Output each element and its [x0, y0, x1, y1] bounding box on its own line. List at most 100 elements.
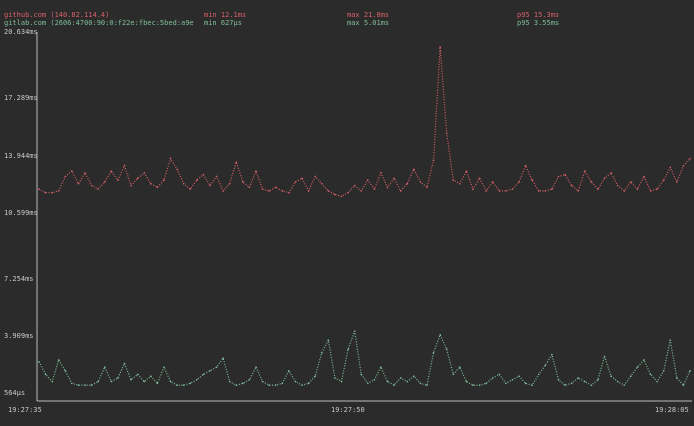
- data-point: [307, 382, 310, 385]
- data-point: [682, 384, 685, 386]
- data-point: [90, 184, 93, 187]
- data-point: [117, 179, 119, 181]
- data-point: [77, 182, 80, 185]
- data-point: [452, 179, 455, 181]
- data-point: [590, 384, 593, 386]
- data-point: [196, 179, 198, 181]
- data-point: [51, 380, 53, 383]
- data-point: [616, 184, 619, 187]
- data-point: [44, 373, 47, 376]
- legend-github: github.com (140.82.114.4) min 12.1ms max…: [4, 11, 694, 19]
- data-point: [610, 375, 612, 377]
- legend-p95: p95 15.3ms: [517, 11, 560, 19]
- data-point: [399, 377, 402, 379]
- data-point: [169, 380, 172, 383]
- data-point: [432, 351, 435, 354]
- data-point: [340, 195, 343, 198]
- data-point: [643, 359, 645, 361]
- data-point: [169, 157, 172, 160]
- data-point: [261, 188, 264, 190]
- data-point: [419, 181, 422, 183]
- data-point: [393, 177, 395, 180]
- data-point: [334, 377, 336, 379]
- data-point: [603, 355, 606, 358]
- data-point: [472, 188, 474, 190]
- data-point: [577, 377, 580, 379]
- data-point: [616, 380, 619, 383]
- data-point: [478, 177, 481, 180]
- data-point: [399, 190, 402, 192]
- data-point: [64, 175, 67, 178]
- data-point: [656, 380, 658, 383]
- x-tick-label: 19:28:05: [655, 406, 689, 414]
- data-point: [38, 360, 40, 363]
- data-point: [255, 170, 257, 172]
- legend-host: gitlab.com (2606:4700:90:0:f22e:fbec:5be…: [4, 19, 194, 27]
- data-point: [334, 193, 336, 196]
- data-point: [314, 175, 316, 178]
- data-point: [531, 384, 533, 386]
- data-point: [511, 188, 514, 190]
- y-tick-label: 7.254ms: [4, 275, 34, 283]
- legend-p95: p95 3.55ms: [517, 19, 560, 27]
- data-point: [71, 170, 73, 172]
- data-point: [676, 181, 678, 183]
- data-point: [366, 179, 369, 181]
- data-point: [84, 172, 86, 174]
- data-point: [570, 184, 573, 187]
- data-point: [242, 181, 244, 183]
- data-point: [610, 172, 612, 174]
- data-point: [90, 384, 93, 386]
- data-point: [511, 378, 514, 381]
- data-point: [531, 179, 533, 181]
- data-point: [110, 380, 113, 383]
- data-point: [406, 380, 409, 383]
- data-point: [274, 384, 277, 386]
- data-point: [242, 382, 244, 385]
- data-point: [281, 190, 284, 192]
- data-point: [209, 184, 211, 187]
- data-point: [314, 375, 316, 377]
- data-point: [472, 384, 474, 386]
- data-point: [103, 181, 106, 183]
- data-point: [498, 190, 501, 192]
- data-point: [51, 191, 53, 194]
- y-tick-label: 3.909ms: [4, 332, 34, 340]
- data-point: [551, 353, 553, 356]
- data-point: [130, 184, 132, 187]
- data-point: [583, 380, 586, 383]
- data-point: [459, 182, 461, 185]
- data-point: [347, 348, 349, 350]
- data-point: [413, 375, 415, 377]
- data-point: [465, 380, 468, 383]
- data-point: [491, 181, 494, 183]
- data-point: [630, 375, 632, 377]
- data-point: [84, 384, 86, 386]
- data-point: [505, 382, 507, 385]
- data-point: [202, 173, 205, 176]
- data-point: [97, 188, 99, 190]
- data-point: [347, 191, 349, 194]
- legend-min: min 627µs: [204, 19, 242, 27]
- data-point: [163, 179, 165, 181]
- data-point: [71, 382, 73, 385]
- data-point: [636, 366, 639, 368]
- data-point: [623, 190, 626, 192]
- data-point: [248, 378, 251, 381]
- data-point: [274, 186, 277, 189]
- data-point: [649, 190, 652, 192]
- data-point: [537, 373, 540, 376]
- data-point: [222, 190, 224, 192]
- data-point: [373, 188, 376, 190]
- data-point: [228, 182, 231, 185]
- legend-host: github.com (140.82.114.4): [4, 11, 110, 19]
- data-point: [544, 190, 547, 192]
- data-point: [406, 182, 409, 185]
- data-point: [557, 175, 560, 178]
- data-point: [426, 384, 428, 386]
- y-tick-label: 10.599ms: [4, 209, 38, 217]
- data-point: [268, 384, 270, 386]
- data-point: [228, 380, 231, 383]
- data-point: [380, 366, 382, 368]
